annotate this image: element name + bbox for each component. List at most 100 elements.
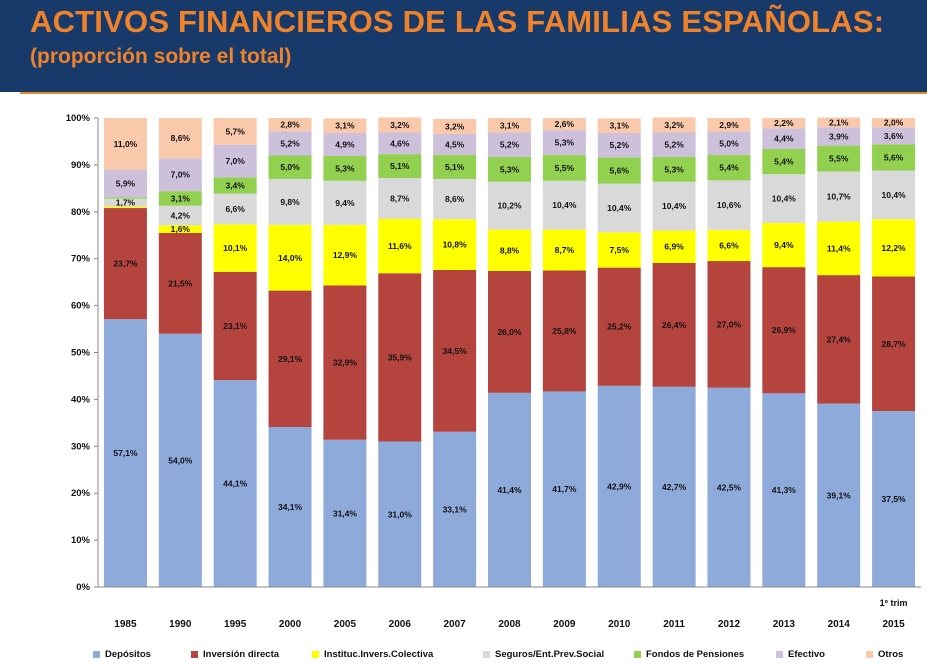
data-label: 10,1%	[223, 243, 248, 253]
bar-segment	[762, 118, 806, 129]
bar-segment	[213, 271, 257, 381]
data-label: 3,1%	[171, 193, 191, 203]
x-tick-label: 2015	[882, 619, 905, 630]
bar-segment	[872, 144, 916, 171]
bar-segment	[762, 148, 806, 175]
bar-segment	[597, 183, 641, 233]
data-label: 23,1%	[223, 321, 248, 331]
data-label: 4,9%	[335, 139, 355, 149]
legend-swatch	[866, 650, 873, 658]
data-label: 8,8%	[500, 245, 520, 255]
x-tick-label: 2007	[444, 619, 467, 630]
title-underline	[20, 92, 927, 94]
bar-segment	[707, 131, 751, 156]
x-tick-label: 2011	[663, 619, 685, 630]
y-tick-label: 90%	[71, 160, 91, 171]
data-label: 3,2%	[390, 120, 410, 130]
bar-segment	[872, 219, 916, 277]
bar-segment	[597, 157, 641, 184]
data-label: 27,0%	[717, 319, 742, 329]
bar-segment	[707, 261, 751, 388]
data-label: 8,7%	[555, 245, 575, 255]
x-tick-label: 2010	[608, 619, 631, 630]
data-labels: 57,1% 23,7% 1,7% 5,9% 11,0% 54,0% 21,5% 1,6% 4,2…	[113, 117, 906, 519]
data-label: 4,4%	[774, 134, 794, 144]
data-label: 11,0%	[114, 139, 138, 149]
x-tick-label: 2000	[279, 619, 302, 630]
bar-segment	[542, 130, 586, 156]
data-label: 2,6%	[555, 119, 575, 129]
data-label: 8,7%	[390, 193, 410, 203]
y-tick-label: 40%	[71, 394, 91, 405]
bar-segment	[378, 178, 422, 219]
data-label: 39,1%	[827, 490, 852, 500]
bar-segment	[762, 174, 806, 224]
legend-swatch	[483, 650, 490, 658]
bar-segment	[268, 155, 312, 179]
legend-label: Fondos de Pensiones	[646, 648, 745, 660]
bar-segment	[213, 193, 257, 225]
bar-segment	[158, 158, 202, 192]
x-tick-label: 2014	[828, 619, 851, 630]
data-label: 1,6%	[171, 224, 191, 234]
x-tick-label: 1995	[224, 619, 247, 630]
data-label: 2,9%	[719, 120, 739, 130]
data-label: 41,3%	[772, 485, 797, 495]
bar-segment	[707, 155, 751, 181]
legend-swatch	[93, 650, 100, 658]
bar-segment	[103, 118, 147, 170]
bar-segment	[323, 180, 367, 225]
bar-segment	[762, 223, 806, 268]
data-label: 2,2%	[774, 118, 794, 128]
bar-segment	[817, 171, 861, 222]
data-label: 34,5%	[443, 346, 468, 356]
bar-segment	[158, 333, 202, 587]
bar-segment	[378, 117, 422, 133]
bar-segment	[433, 219, 477, 270]
bar-segment	[213, 224, 257, 272]
bar-segment	[323, 133, 367, 156]
data-label: 41,4%	[497, 485, 522, 495]
data-label: 3,2%	[664, 120, 684, 130]
bar-segment	[268, 290, 312, 428]
legend-item: Efectivo	[776, 645, 825, 663]
data-label: 42,5%	[717, 482, 742, 492]
bar-segment	[707, 387, 751, 587]
data-label: 5,4%	[719, 163, 739, 173]
data-label: 2,1%	[829, 117, 849, 127]
bar-segment	[323, 118, 367, 134]
bar-segment	[158, 232, 202, 334]
data-label: 10,7%	[827, 192, 852, 202]
data-label: 21,5%	[168, 278, 193, 288]
bar-segment	[597, 385, 641, 587]
x-tick-label: 2008	[498, 619, 521, 630]
data-label: 3,2%	[445, 121, 465, 131]
data-label: 25,2%	[607, 322, 632, 332]
legend-item: Otros	[866, 645, 903, 663]
y-tick-label: 10%	[71, 535, 91, 546]
data-label: 3,9%	[829, 132, 849, 142]
x-tick-label: 1985	[114, 619, 137, 630]
bar-segment	[542, 180, 586, 230]
data-label: 10,4%	[772, 194, 797, 204]
bar-segment	[433, 133, 477, 156]
legend-item: Inversión directa	[191, 645, 279, 663]
bar-segment	[268, 131, 312, 156]
bar-segment	[103, 208, 147, 320]
data-label: 41,7%	[552, 484, 577, 494]
legend-swatch	[634, 650, 641, 658]
data-label: 12,2%	[882, 243, 907, 253]
data-label: 5,1%	[390, 161, 410, 171]
data-label: 11,4%	[827, 243, 851, 253]
bar-segment	[817, 145, 861, 172]
bar-segment	[213, 144, 257, 178]
chart-legend: Depósitos Inversión directa Instituc.Inver…	[0, 645, 927, 663]
bar-segment	[817, 127, 861, 146]
bar-segment	[652, 181, 696, 231]
bar-segment	[158, 191, 202, 206]
bar-segment	[268, 224, 312, 291]
bar-segment	[488, 270, 531, 393]
bar-segment	[488, 118, 531, 133]
category-note: 1º trim	[880, 598, 908, 608]
bar-segment	[872, 170, 916, 220]
